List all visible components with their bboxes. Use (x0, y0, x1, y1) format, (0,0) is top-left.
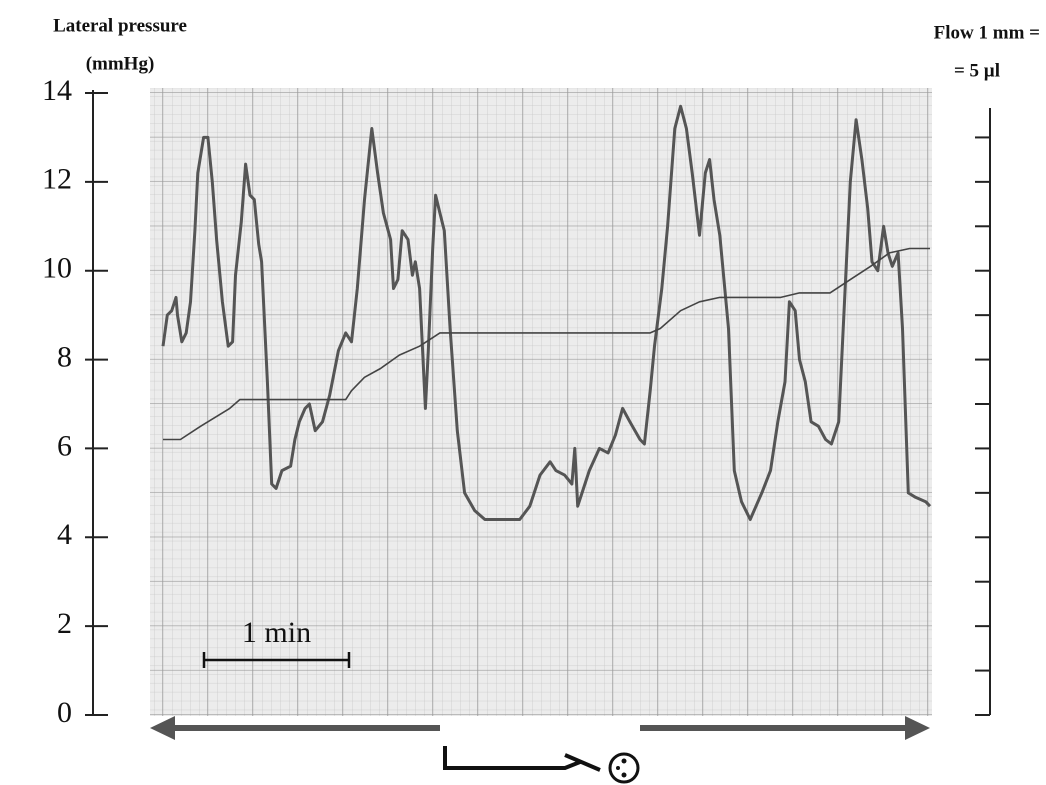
y-tick-label: 14 (42, 74, 72, 107)
paper-grid (150, 88, 932, 716)
y-label: Lateral pressure (53, 15, 187, 36)
series-line (163, 247, 930, 441)
y-tick-label: 6 (57, 429, 72, 462)
y-tick-label: 4 (57, 518, 72, 551)
y2-label: Flow 1 mm = (934, 22, 1040, 43)
y-tick-label: 10 (42, 252, 72, 285)
arrows (150, 716, 930, 740)
y-tick-label: 0 (57, 696, 72, 729)
y-label: (mmHg) (86, 53, 155, 74)
stimulus-symbol (443, 746, 640, 784)
y-tick-label: 2 (57, 607, 72, 640)
scale-bar (202, 652, 351, 668)
y-tick-label: 12 (42, 163, 72, 196)
y-tick-label: 8 (57, 340, 72, 373)
y2-label: = 5 µl (954, 60, 1000, 81)
scale-bar-label: 1 min (242, 616, 311, 649)
series-line (161, 104, 932, 521)
